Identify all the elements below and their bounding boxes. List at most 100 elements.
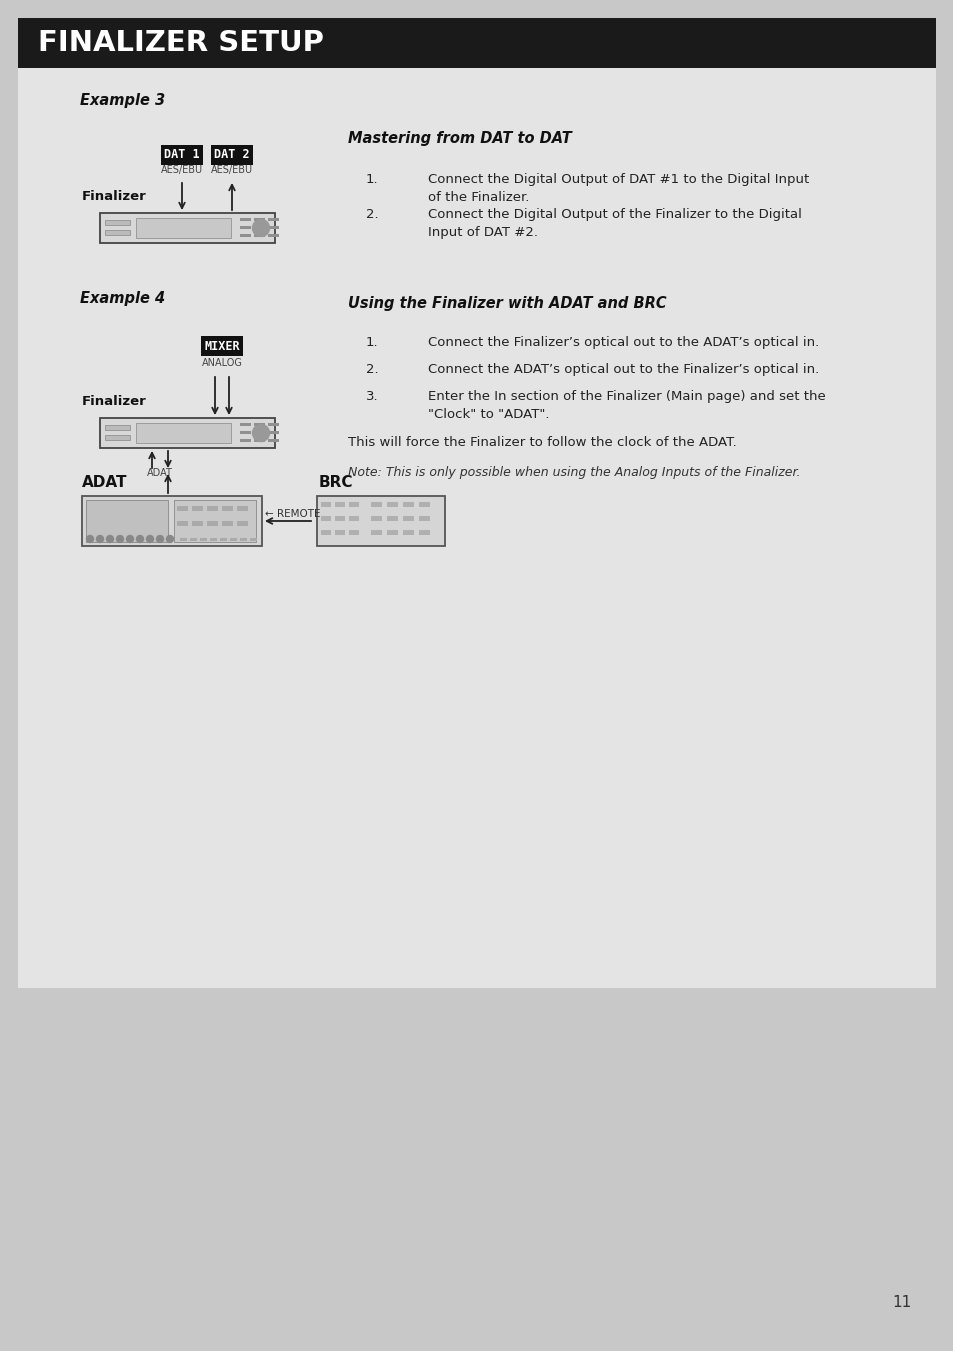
Text: Example 4: Example 4: [80, 290, 165, 305]
Bar: [268, 218, 278, 222]
Bar: [335, 503, 345, 507]
Text: This will force the Finalizer to follow the clock of the ADAT.: This will force the Finalizer to follow …: [348, 436, 736, 449]
Bar: [240, 423, 251, 426]
Text: 3.: 3.: [366, 390, 378, 403]
Bar: [18, 18, 935, 988]
Bar: [105, 220, 130, 226]
Bar: [86, 500, 168, 542]
Bar: [253, 234, 265, 236]
Bar: [387, 503, 397, 507]
Bar: [240, 439, 251, 442]
Bar: [236, 521, 248, 526]
Bar: [105, 426, 130, 430]
Bar: [402, 516, 414, 521]
Bar: [349, 503, 358, 507]
Text: Example 3: Example 3: [80, 93, 165, 108]
Text: 11: 11: [892, 1296, 911, 1310]
Bar: [402, 503, 414, 507]
Bar: [222, 507, 233, 511]
Bar: [268, 226, 278, 230]
Bar: [136, 218, 231, 238]
Text: 1.: 1.: [366, 336, 378, 349]
Bar: [82, 496, 262, 546]
Bar: [418, 530, 430, 535]
Circle shape: [147, 535, 153, 543]
Bar: [268, 439, 278, 442]
Bar: [320, 503, 331, 507]
Text: 2.: 2.: [366, 363, 378, 376]
Bar: [240, 226, 251, 230]
Text: Connect the Finalizer’s optical out to the ADAT’s optical in.: Connect the Finalizer’s optical out to t…: [428, 336, 819, 349]
Circle shape: [87, 535, 93, 543]
Circle shape: [107, 535, 113, 543]
Circle shape: [253, 424, 269, 442]
Bar: [240, 538, 247, 540]
Bar: [418, 516, 430, 521]
Text: AES/EBU: AES/EBU: [161, 165, 203, 176]
Text: Connect the ADAT’s optical out to the Finalizer’s optical in.: Connect the ADAT’s optical out to the Fi…: [428, 363, 819, 376]
Bar: [192, 521, 203, 526]
Bar: [100, 213, 274, 243]
Bar: [253, 226, 265, 230]
Bar: [250, 538, 256, 540]
Text: BRC: BRC: [318, 476, 354, 490]
Text: AES/EBU: AES/EBU: [211, 165, 253, 176]
Bar: [177, 507, 188, 511]
Text: ADAT: ADAT: [147, 467, 172, 478]
Bar: [240, 234, 251, 236]
Bar: [349, 516, 358, 521]
Bar: [240, 431, 251, 434]
Bar: [268, 431, 278, 434]
Bar: [230, 538, 236, 540]
Bar: [268, 234, 278, 236]
Bar: [211, 145, 253, 165]
Text: ADAT: ADAT: [82, 476, 128, 490]
Bar: [253, 431, 265, 434]
Bar: [236, 507, 248, 511]
Bar: [220, 538, 227, 540]
Bar: [387, 516, 397, 521]
Text: FINALIZER SETUP: FINALIZER SETUP: [38, 28, 324, 57]
Text: Connect the Digital Output of DAT #1 to the Digital Input
of the Finalizer.: Connect the Digital Output of DAT #1 to …: [428, 173, 808, 204]
Bar: [253, 218, 265, 222]
Text: DAT 1: DAT 1: [164, 149, 199, 162]
Bar: [316, 496, 444, 546]
Bar: [192, 507, 203, 511]
Bar: [253, 423, 265, 426]
Text: DAT 2: DAT 2: [214, 149, 250, 162]
Text: Finalizer: Finalizer: [82, 394, 147, 408]
Circle shape: [156, 535, 163, 543]
Circle shape: [127, 535, 133, 543]
Bar: [335, 530, 345, 535]
Bar: [371, 530, 381, 535]
Circle shape: [136, 535, 143, 543]
Text: ANALOG: ANALOG: [201, 358, 242, 367]
Text: Mastering from DAT to DAT: Mastering from DAT to DAT: [348, 131, 571, 146]
Text: Enter the In section of the Finalizer (Main page) and set the
"Clock" to "ADAT".: Enter the In section of the Finalizer (M…: [428, 390, 825, 422]
Bar: [100, 417, 274, 449]
Bar: [105, 435, 130, 440]
Bar: [177, 521, 188, 526]
Circle shape: [253, 219, 269, 236]
Bar: [210, 538, 216, 540]
Bar: [371, 516, 381, 521]
Text: MIXER: MIXER: [204, 339, 239, 353]
Bar: [18, 18, 935, 68]
Bar: [173, 500, 255, 542]
Text: Connect the Digital Output of the Finalizer to the Digital
Input of DAT #2.: Connect the Digital Output of the Finali…: [428, 208, 801, 239]
Circle shape: [167, 535, 173, 543]
Text: 2.: 2.: [366, 208, 378, 222]
Text: Note: This is only possible when using the Analog Inputs of the Finalizer.: Note: This is only possible when using t…: [348, 466, 800, 480]
Bar: [349, 530, 358, 535]
Bar: [253, 439, 265, 442]
Bar: [418, 503, 430, 507]
Circle shape: [96, 535, 103, 543]
Bar: [402, 530, 414, 535]
Bar: [320, 530, 331, 535]
Bar: [207, 507, 218, 511]
Bar: [160, 145, 203, 165]
Bar: [136, 423, 231, 443]
Circle shape: [116, 535, 123, 543]
Text: 1.: 1.: [366, 173, 378, 186]
Bar: [222, 521, 233, 526]
